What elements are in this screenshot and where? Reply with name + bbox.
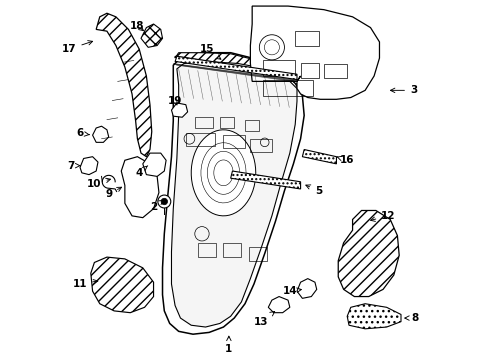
Polygon shape xyxy=(96,13,152,157)
Text: 10: 10 xyxy=(87,178,110,189)
Text: 8: 8 xyxy=(405,313,419,323)
Text: 13: 13 xyxy=(254,311,275,327)
Text: 16: 16 xyxy=(337,155,355,165)
Bar xyxy=(195,117,213,128)
Text: 3: 3 xyxy=(391,85,417,95)
Text: 7: 7 xyxy=(67,161,80,171)
Polygon shape xyxy=(143,153,166,176)
Circle shape xyxy=(161,198,168,205)
Bar xyxy=(198,243,216,257)
Circle shape xyxy=(158,195,171,208)
Polygon shape xyxy=(175,53,299,85)
Text: 12: 12 xyxy=(370,211,396,221)
Polygon shape xyxy=(163,53,304,334)
Polygon shape xyxy=(269,297,290,313)
Text: 4: 4 xyxy=(135,166,147,178)
Bar xyxy=(223,135,245,148)
Polygon shape xyxy=(297,279,317,298)
Bar xyxy=(250,139,272,152)
Bar xyxy=(186,134,215,146)
Polygon shape xyxy=(172,103,188,117)
Text: 6: 6 xyxy=(76,129,89,138)
Text: 17: 17 xyxy=(62,41,93,54)
Text: 18: 18 xyxy=(130,21,145,31)
Bar xyxy=(324,64,347,78)
Text: 14: 14 xyxy=(282,286,301,296)
Polygon shape xyxy=(175,56,297,80)
Bar xyxy=(295,31,319,45)
Polygon shape xyxy=(141,24,163,47)
Polygon shape xyxy=(80,157,98,175)
Bar xyxy=(223,243,242,257)
Polygon shape xyxy=(231,171,300,189)
Text: 11: 11 xyxy=(73,279,98,289)
Bar xyxy=(245,120,259,131)
Polygon shape xyxy=(172,62,297,327)
Text: 2: 2 xyxy=(150,200,164,212)
Text: 15: 15 xyxy=(200,44,221,59)
Bar xyxy=(220,117,234,128)
Text: 9: 9 xyxy=(105,187,122,199)
Polygon shape xyxy=(302,149,337,164)
Bar xyxy=(300,63,318,78)
Text: 19: 19 xyxy=(168,96,182,106)
Polygon shape xyxy=(191,130,256,216)
Polygon shape xyxy=(250,6,379,99)
Polygon shape xyxy=(338,211,399,297)
Polygon shape xyxy=(122,157,159,218)
Polygon shape xyxy=(91,257,153,313)
Bar xyxy=(263,60,295,76)
Text: 1: 1 xyxy=(225,336,232,354)
Bar xyxy=(248,247,267,261)
Polygon shape xyxy=(347,304,401,329)
Bar xyxy=(263,80,313,96)
Text: 5: 5 xyxy=(306,185,322,196)
Polygon shape xyxy=(93,126,109,142)
